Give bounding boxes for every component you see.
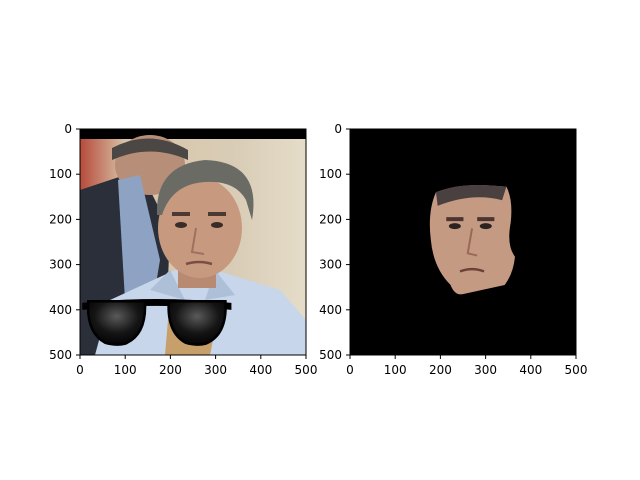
sunglasses-left-lens [86, 299, 147, 346]
main-man-right-brow [208, 212, 226, 216]
shirt-collar-left [150, 270, 185, 300]
right-x-tick-label: 0 [346, 363, 354, 377]
left-y-tick-label: 100 [49, 167, 72, 181]
left-y-tick-label: 300 [49, 258, 72, 272]
right-y-tick-label: 200 [319, 212, 342, 226]
segmented-face-right-brow [477, 217, 495, 222]
left-y-tick-label: 0 [64, 122, 72, 136]
right-x-tick-label: 400 [519, 363, 542, 377]
left-axes: 0 100 200 300 400 500 0 100 200 300 400 500 [49, 122, 317, 377]
segmented-face [429, 185, 515, 295]
segmented-face-skin [429, 185, 515, 295]
left-y-tick-label: 500 [49, 348, 72, 362]
sunglasses-overlay [82, 298, 232, 346]
main-man-hair [156, 160, 254, 220]
main-man-nose [190, 227, 205, 255]
left-x-tick-label: 500 [295, 363, 318, 377]
right-y-tick-label: 300 [319, 258, 342, 272]
segmented-face-mouth [459, 267, 485, 273]
main-man-face [158, 178, 242, 278]
left-x-tick-label: 200 [159, 363, 182, 377]
segmented-face-left-brow [446, 217, 464, 222]
left-x-tick-label: 400 [249, 363, 272, 377]
segmented-face-nose [466, 228, 478, 257]
right-photo [350, 129, 576, 355]
right-axes-frame [349, 128, 577, 356]
right-x-tick-label: 300 [474, 363, 497, 377]
left-x-tick-label: 300 [204, 363, 227, 377]
left-image-panel [80, 129, 306, 355]
right-y-tick-label: 0 [334, 122, 342, 136]
segmented-face-right-eye [479, 223, 492, 230]
left-x-tick-label: 100 [114, 363, 137, 377]
segmented-face-hair [435, 185, 507, 206]
left-photo [80, 129, 306, 355]
right-y-tick-label: 500 [319, 348, 342, 362]
right-y-tick-label: 100 [319, 167, 342, 181]
main-man-left-brow [172, 212, 190, 216]
right-x-tick-label: 100 [384, 363, 407, 377]
sunglasses-right-lens [167, 299, 227, 346]
segmented-face-left-eye [448, 223, 461, 230]
right-x-tick-label: 200 [429, 363, 452, 377]
main-man-mouth [185, 260, 213, 266]
right-x-tick-label: 500 [565, 363, 588, 377]
right-image-panel [350, 129, 576, 355]
left-axes-frame [79, 128, 307, 356]
photo-top-black-strip [80, 129, 306, 139]
left-y-tick-label: 400 [49, 303, 72, 317]
left-x-tick-label: 0 [76, 363, 84, 377]
right-axes: 0 100 200 300 400 500 0 100 200 300 400 500 [319, 122, 587, 377]
main-man-right-eye [211, 222, 223, 228]
left-y-tick-label: 200 [49, 212, 72, 226]
background-man-hair [112, 138, 188, 160]
main-man-left-eye [175, 222, 187, 228]
right-y-tick-label: 400 [319, 303, 342, 317]
